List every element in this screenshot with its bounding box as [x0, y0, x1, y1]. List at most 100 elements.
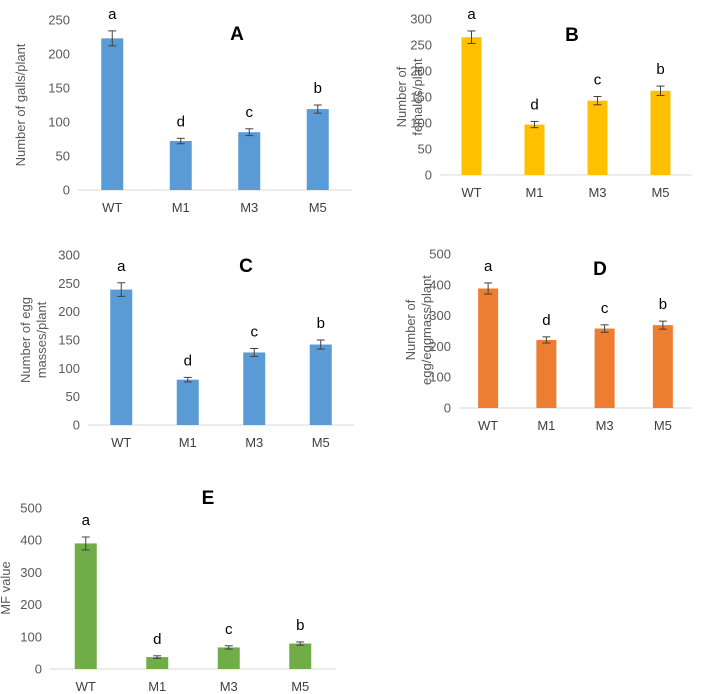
bar-m5: [306, 109, 329, 190]
x-tick-label: M3: [588, 185, 606, 200]
significance-letter: c: [246, 104, 254, 121]
y-tick-label: 500: [20, 501, 42, 516]
x-tick-label: M5: [654, 418, 672, 433]
panel-title: C: [239, 256, 253, 277]
y-tick-label: 100: [58, 361, 80, 376]
y-tick-label: 200: [410, 64, 432, 79]
y-tick-label: 300: [429, 308, 451, 323]
y-tick-label: 0: [35, 662, 42, 677]
bar-wt: [110, 289, 133, 425]
x-tick-label: M1: [148, 679, 166, 694]
bar-m5: [652, 325, 673, 408]
x-tick-label: WT: [76, 679, 96, 694]
y-tick-label: 0: [73, 418, 80, 433]
significance-letter: a: [484, 258, 493, 275]
bar-wt: [461, 37, 482, 176]
bar-wt: [74, 543, 97, 669]
x-tick-label: M3: [220, 679, 238, 694]
x-tick-label: M5: [312, 435, 330, 450]
significance-letter: c: [601, 300, 609, 317]
bar-m3: [243, 352, 266, 425]
bar-m1: [176, 379, 199, 425]
significance-letter: d: [184, 352, 192, 369]
x-tick-label: M1: [179, 435, 197, 450]
significance-letter: d: [153, 631, 161, 648]
x-tick-label: M1: [525, 185, 543, 200]
significance-letter: b: [314, 80, 322, 97]
y-axis-label: Number of eggmasses/plant: [18, 297, 49, 383]
significance-letter: b: [317, 315, 325, 332]
y-tick-label: 150: [58, 333, 80, 348]
panel-title: B: [565, 25, 579, 46]
y-tick-label: 0: [444, 401, 451, 416]
y-tick-label: 100: [410, 116, 432, 131]
bar-m3: [587, 100, 608, 175]
significance-letter: d: [177, 113, 185, 130]
y-axis-label-line: Number of: [403, 299, 418, 360]
significance-letter: c: [225, 621, 233, 638]
panel-title: D: [593, 259, 607, 280]
significance-letter: c: [251, 324, 259, 341]
chart-panel-d: 0 100 200 300 400 500 Number ofegg/eggmass/pla…: [403, 247, 692, 433]
y-tick-label: 250: [58, 276, 80, 291]
significance-letter: d: [530, 96, 538, 113]
y-tick-label: 150: [410, 90, 432, 105]
bar-m3: [594, 328, 615, 408]
y-axis-label-line: egg/eggmass/plant: [419, 275, 434, 385]
y-axis-label-line: Number of egg: [18, 297, 33, 383]
chart-panel-a: 0 50 100 150 200 250 Number of galls/plant Aa WT…: [13, 6, 352, 215]
x-tick-label: M3: [245, 435, 263, 450]
y-tick-label: 500: [429, 247, 451, 262]
bar-wt: [101, 38, 124, 190]
y-axis-label: Number ofegg/eggmass/plant: [403, 275, 434, 385]
y-axis-label-line: Number of: [394, 66, 409, 127]
y-tick-label: 200: [58, 304, 80, 319]
y-axis-label: Number offemales/plant: [394, 58, 425, 136]
y-tick-label: 0: [425, 168, 432, 183]
significance-letter: a: [82, 512, 91, 529]
x-tick-label: M3: [596, 418, 614, 433]
x-tick-label: M5: [651, 185, 669, 200]
significance-letter: b: [296, 617, 304, 634]
y-axis-label-line: masses/plant: [34, 301, 49, 378]
y-axis-label: Number of galls/plant: [13, 43, 28, 166]
y-tick-label: 300: [20, 565, 42, 580]
y-tick-label: 300: [410, 12, 432, 27]
x-tick-label: M5: [309, 200, 327, 215]
significance-letter: a: [108, 6, 117, 23]
x-tick-label: WT: [478, 418, 498, 433]
y-tick-label: 200: [429, 339, 451, 354]
chart-panel-c: 0 50 100 150 200 250 300 Number of eggmasses/pl…: [18, 248, 354, 450]
y-tick-label: 200: [20, 597, 42, 612]
x-tick-label: M1: [537, 418, 555, 433]
bar-m1: [536, 339, 557, 408]
y-axis-label: MF value: [0, 561, 13, 614]
x-tick-label: WT: [102, 200, 122, 215]
significance-letter: d: [542, 312, 550, 329]
y-tick-label: 250: [48, 13, 70, 28]
bar-m5: [650, 90, 671, 175]
significance-letter: a: [117, 258, 126, 275]
y-tick-label: 400: [20, 533, 42, 548]
x-tick-label: M3: [240, 200, 258, 215]
panel-title: E: [202, 488, 215, 509]
y-tick-label: 50: [418, 142, 432, 157]
x-tick-label: WT: [461, 185, 481, 200]
y-tick-label: 100: [20, 629, 42, 644]
panel-title: A: [230, 24, 244, 45]
y-tick-label: 50: [66, 389, 80, 404]
x-tick-label: M1: [172, 200, 190, 215]
y-axis-label-line: females/plant: [410, 58, 425, 136]
bar-m1: [524, 124, 545, 175]
chart-panel-b: 0 50 100 150 200 250 300 Number offemales/plant…: [394, 6, 692, 200]
significance-letter: b: [659, 296, 667, 313]
y-tick-label: 150: [48, 81, 70, 96]
y-tick-label: 100: [48, 115, 70, 130]
significance-letter: c: [594, 71, 602, 88]
y-tick-label: 200: [48, 47, 70, 62]
bar-m3: [238, 132, 261, 190]
y-tick-label: 50: [56, 149, 70, 164]
x-tick-label: WT: [111, 435, 131, 450]
bar-m5: [289, 643, 312, 669]
